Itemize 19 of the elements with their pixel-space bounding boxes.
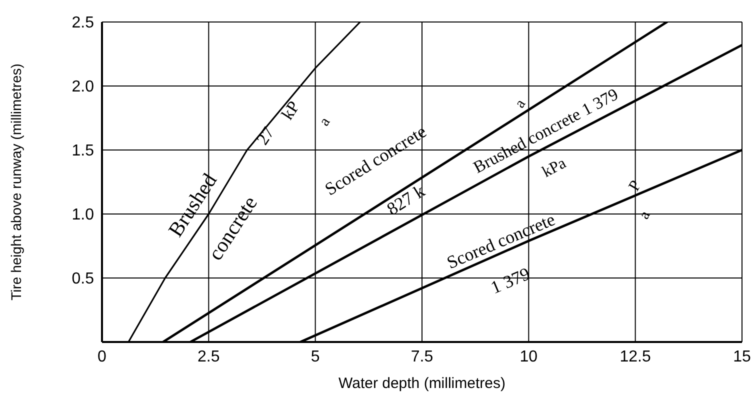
x-tick-label: 12.5 xyxy=(620,348,652,366)
annotation: a xyxy=(316,114,334,129)
x-axis-title: Water depth (millimetres) xyxy=(338,375,506,392)
annotation: kP xyxy=(278,98,304,124)
annotation: 827 k xyxy=(383,180,428,220)
y-axis-title: Tire height above runway (millimetres) xyxy=(8,64,24,300)
x-tick-label: 2.5 xyxy=(198,348,220,366)
x-tick-label: 10 xyxy=(520,348,538,366)
y-tick-label: 0.5 xyxy=(72,270,94,288)
x-tick-label: 7.5 xyxy=(410,348,434,366)
annotation: a xyxy=(512,96,530,112)
annotation: kPa xyxy=(540,154,569,182)
x-tick-label: 0 xyxy=(98,348,107,366)
y-tick-label: 1.0 xyxy=(72,206,94,224)
x-tick-label: 5 xyxy=(310,348,320,366)
y-tick-label: 2.5 xyxy=(72,14,94,32)
x-tick-label: 15 xyxy=(733,348,751,366)
y-tick-label: 2.0 xyxy=(72,78,94,96)
y-tick-label: 1.5 xyxy=(72,142,94,160)
